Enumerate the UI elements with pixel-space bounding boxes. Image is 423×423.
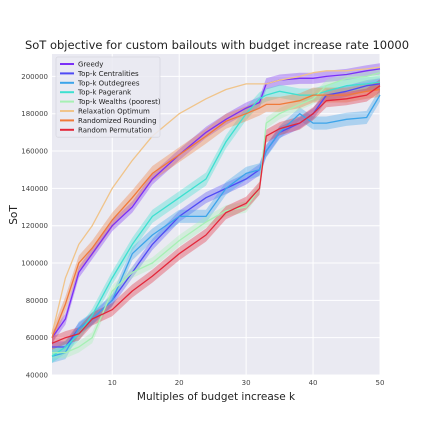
legend-label-5: Relaxation Optimum — [78, 108, 150, 116]
legend-label-1: Top-k Centralities — [77, 70, 139, 78]
y-tick-label: 180000 — [21, 110, 48, 118]
x-tick-label: 20 — [175, 379, 184, 387]
legend-label-2: Top-k Outdegrees — [77, 79, 140, 87]
chart-title: SoT objective for custom bailouts with b… — [25, 38, 409, 52]
y-tick-label: 140000 — [21, 185, 48, 193]
series-band-7 — [52, 79, 380, 350]
x-tick-label: 40 — [309, 379, 318, 387]
series-line-2 — [51, 94, 381, 357]
series-line-7 — [51, 85, 381, 344]
y-tick-label: 120000 — [21, 222, 48, 230]
legend-label-6: Randomized Rounding — [78, 117, 157, 125]
y-tick-label: 100000 — [21, 260, 48, 268]
x-tick-labels: 10 20 30 40 50 — [108, 379, 385, 387]
legend-label-4: Top-k Wealths (poorest) — [77, 98, 161, 106]
legend-label-3: Top-k Pagerank — [77, 89, 132, 97]
series-band-2 — [52, 88, 380, 363]
series-line-0 — [51, 68, 381, 339]
y-tick-label: 60000 — [26, 334, 48, 342]
series-line-5 — [51, 66, 381, 335]
y-tick-label: 200000 — [21, 73, 48, 81]
y-tick-label: 40000 — [26, 372, 48, 380]
y-axis-label: SoT — [8, 205, 20, 225]
series-line-4 — [52, 72, 381, 354]
series-band-4 — [52, 67, 380, 359]
series-lines — [51, 66, 381, 357]
y-tick-label: 80000 — [26, 297, 48, 305]
y-tick-label: 160000 — [21, 148, 48, 156]
x-tick-label: 50 — [376, 379, 385, 387]
series-line-6 — [51, 88, 381, 338]
legend-label-7: Random Permutation — [78, 126, 152, 134]
x-axis-label: Multiples of budget increase k — [137, 391, 296, 403]
y-tick-labels: 40000 60000 80000 100000 120000 140000 160000 1… — [21, 73, 48, 380]
series-line-3 — [51, 81, 381, 357]
x-tick-label: 30 — [242, 379, 251, 387]
legend-label-0: Greedy — [78, 61, 103, 69]
legend-box — [55, 56, 161, 138]
x-tick-label: 10 — [108, 379, 117, 387]
